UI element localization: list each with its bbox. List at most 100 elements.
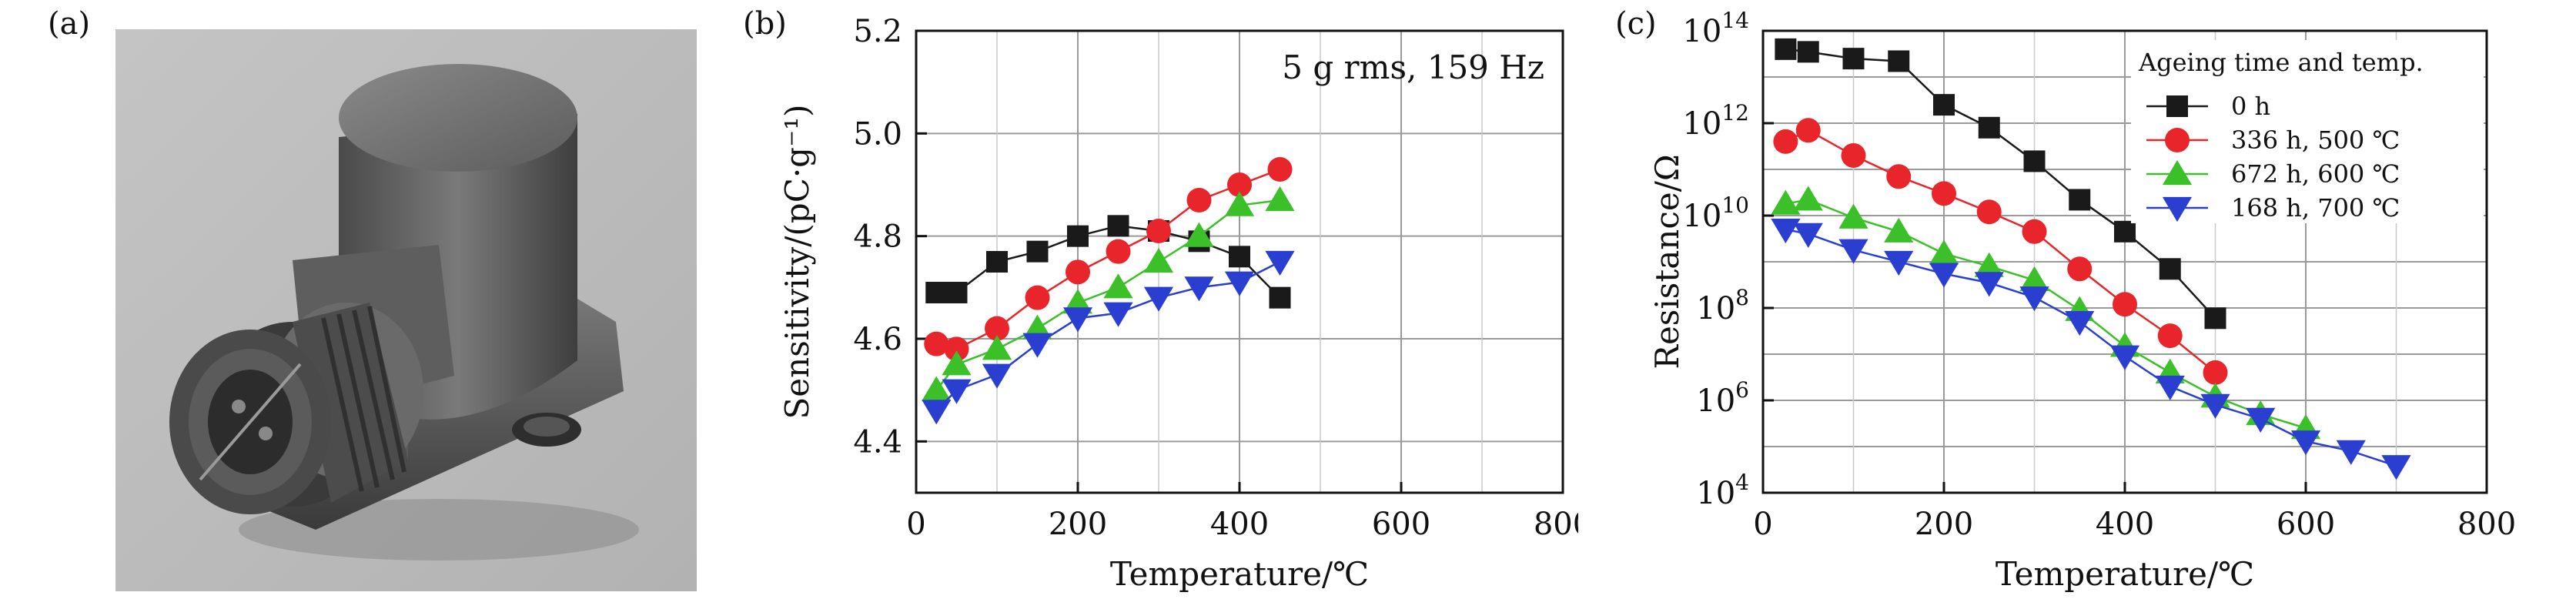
chart-annotation: 5 g rms, 159 Hz: [1282, 49, 1544, 86]
y-axis-title: Sensitivity/(pC·g⁻¹): [778, 105, 816, 420]
data-point-s2: [1974, 252, 2004, 277]
data-point-s1: [1841, 142, 1866, 168]
resistance-chart: 0 200 400 600 800 104 106 108 1010 1012 1014 Temper…: [1648, 8, 2516, 593]
data-point-s3: [2109, 345, 2140, 370]
data-point-s2: [942, 350, 972, 376]
y-tick-label: 4.4: [853, 424, 902, 460]
data-point-s0: [2159, 258, 2181, 280]
data-point-s3: [1103, 302, 1133, 327]
x-tick-label: 800: [2457, 507, 2516, 542]
data-point-s3: [942, 379, 972, 404]
data-point-s1: [924, 331, 949, 356]
data-point-s1: [2067, 256, 2093, 282]
x-tick-label: 800: [1534, 507, 1578, 542]
sensitivity-chart: 0 200 400 600 800 4.4 4.6 4.8 5.0 5.2 Temperature/…: [778, 14, 1578, 593]
series-line-2: [935, 199, 1280, 391]
data-point-s2: [1929, 239, 1959, 265]
data-point-s2: [2019, 266, 2049, 291]
data-point-s0: [1107, 215, 1129, 237]
data-point-s3: [2381, 455, 2411, 480]
data-point-s1: [1886, 164, 1912, 189]
legend-box: [2131, 40, 2484, 223]
data-point-s2: [1143, 247, 1174, 273]
data-point-s1: [985, 316, 1009, 341]
data-point-s0: [1269, 286, 1291, 309]
data-point-s1: [944, 336, 969, 362]
data-point-s1: [2157, 323, 2183, 349]
y-tick-label: 5.0: [853, 116, 902, 152]
legend-marker-2: [2162, 159, 2193, 186]
data-point-s3: [1974, 272, 2004, 297]
data-point-s3: [2246, 407, 2276, 433]
data-point-s2: [1771, 189, 1801, 215]
data-point-s0: [1797, 41, 1819, 63]
legend-marker-3: [2162, 196, 2193, 223]
y-tick-label: 4.8: [853, 219, 902, 255]
series-line-0: [936, 225, 1281, 299]
y-axis-title: Resistance/Ω: [1648, 154, 1686, 369]
data-point-s1: [1106, 239, 1131, 264]
legend-marker-1: [2165, 128, 2190, 152]
data-point-s2: [922, 376, 952, 401]
data-point-s3: [1224, 271, 1255, 296]
y-tick-label: 1010: [1682, 192, 1749, 234]
y-tick-label: 1012: [1682, 100, 1749, 142]
data-point-s0: [2069, 189, 2091, 211]
series-line-3: [935, 260, 1281, 412]
data-point-s3: [1771, 218, 1801, 244]
data-point-s3: [2019, 286, 2049, 312]
data-point-s0: [1842, 48, 1865, 70]
legend-title: Ageing time and temp.: [2138, 48, 2424, 77]
data-point-s2: [1265, 186, 1295, 212]
data-point-s1: [1186, 188, 1212, 212]
legend-label-3: 168 h, 700 ℃: [2231, 193, 2400, 223]
data-point-s0: [945, 282, 968, 303]
data-point-s2: [1793, 186, 1823, 211]
data-point-s3: [982, 363, 1012, 389]
data-point-s0: [2023, 150, 2046, 172]
x-tick-label: 200: [1049, 507, 1107, 542]
data-point-s3: [2065, 310, 2095, 336]
data-point-s1: [1976, 199, 2002, 225]
y-tick-label: 106: [1696, 377, 1749, 419]
data-point-s3: [1143, 286, 1174, 312]
legend-label-1: 336 h, 500 ℃: [2231, 125, 2400, 155]
data-point-s0: [1026, 240, 1049, 263]
legend-marker-0: [2166, 95, 2188, 117]
data-point-s0: [1067, 225, 1089, 247]
x-tick-label: 400: [1210, 507, 1269, 542]
legend-label-0: 0 h: [2231, 92, 2270, 121]
x-tick-label: 0: [906, 507, 925, 542]
data-point-s3: [1022, 333, 1052, 358]
data-point-s1: [2113, 292, 2137, 317]
data-point-s3: [1838, 239, 1868, 264]
x-axis-title: Temperature/℃: [1110, 555, 1369, 593]
data-point-s0: [925, 282, 948, 303]
data-point-s3: [1793, 223, 1823, 248]
data-point-s0: [2204, 307, 2226, 330]
data-point-s3: [2336, 440, 2366, 465]
data-point-s3: [2290, 430, 2321, 456]
panel-label-b: (b): [743, 6, 787, 42]
data-point-s1: [1066, 259, 1090, 285]
data-point-s1: [1932, 181, 1956, 206]
data-point-s3: [1184, 276, 1214, 302]
data-point-s1: [1025, 285, 1050, 310]
data-point-s2: [1884, 217, 1914, 243]
data-point-s2: [982, 335, 1012, 360]
data-point-s3: [2200, 393, 2230, 419]
data-point-s0: [1229, 246, 1250, 268]
data-point-s1: [1773, 129, 1798, 154]
data-point-s0: [986, 251, 1008, 273]
data-point-s2: [1838, 203, 1868, 229]
accelerometer-illustration: [115, 29, 697, 591]
x-tick-label: 200: [1915, 507, 1973, 542]
data-point-s2: [1224, 191, 1255, 216]
data-point-s1: [1267, 157, 1293, 182]
panel-label-c: (c): [1615, 6, 1657, 42]
y-tick-label: 108: [1696, 285, 1749, 326]
data-point-s3: [1884, 250, 1914, 276]
x-tick-label: 400: [2096, 507, 2154, 542]
data-point-s3: [1265, 250, 1295, 276]
panel-label-a: (a): [48, 6, 91, 42]
